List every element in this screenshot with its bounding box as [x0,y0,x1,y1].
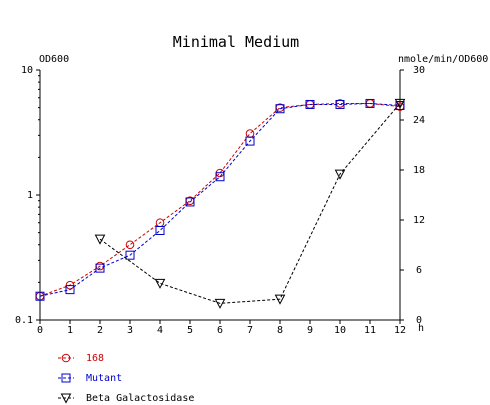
data-point [215,172,225,182]
series-2 [35,98,405,301]
data-point [214,298,226,309]
x-tick-label: 3 [127,325,133,336]
legend-marker [61,373,71,383]
data-point [334,169,346,180]
data-point [95,263,105,273]
x-tick-label: 10 [334,325,346,336]
legend-item: Beta Galactosidase [58,393,194,404]
legend-item: Mutant [58,373,122,384]
right-axis-label: nmole/min/OD600 [398,54,488,65]
left-tick-label: 10 [21,65,33,76]
legend: 168 Mutant Beta Galactosidase [58,353,194,404]
legend-item: 168 [58,353,104,364]
right-tick-label: 0 [416,315,422,326]
x-tick-label: 2 [97,325,103,336]
x-tick-label: 5 [187,325,193,336]
data-point [65,285,75,295]
series-line [99,103,401,304]
x-tick-label: 11 [364,325,376,336]
legend-marker [60,393,72,404]
x-tick-label: 8 [277,325,283,336]
x-tick-label: 12 [394,325,406,336]
data-point [365,98,375,108]
x-tick-label: 7 [247,325,253,336]
left-tick-label: 1 [27,190,33,201]
right-tick-label: 30 [413,65,425,76]
data-point [155,225,165,235]
data-point [305,99,315,109]
data-point [154,278,166,289]
x-tick-label: 0 [37,325,43,336]
chart-title: Minimal Medium [173,33,299,51]
right-tick-label: 18 [413,165,425,176]
right-tick-label: 6 [416,265,422,276]
legend-marker [61,353,71,363]
legend-label: Beta Galactosidase [86,393,194,404]
data-point [274,294,286,305]
data-point [245,136,255,146]
data-point [335,99,345,109]
legend-label: 168 [86,353,104,364]
x-tick-label: 1 [67,325,73,336]
series-1 [35,99,405,301]
series-3 [94,98,406,309]
x-tick-label: 9 [307,325,313,336]
data-point [125,250,135,260]
data-point [125,240,135,250]
data-point [94,234,106,245]
left-axis-label: OD600 [39,54,69,65]
series-layer [35,98,406,309]
right-tick-label: 12 [413,215,425,226]
right-tick-label: 24 [413,115,425,126]
series-line [39,102,401,297]
data-point [35,291,45,301]
x-axis-label: h [418,323,424,334]
series-line [39,102,401,297]
data-point [394,98,406,109]
data-point [275,104,285,114]
legend-label: Mutant [86,373,122,384]
data-point [245,129,255,138]
data-point [395,100,405,110]
x-tick-label: 6 [217,325,223,336]
x-tick-label: 4 [157,325,163,336]
left-tick-label: 0.1 [15,315,33,326]
data-point [185,197,195,207]
